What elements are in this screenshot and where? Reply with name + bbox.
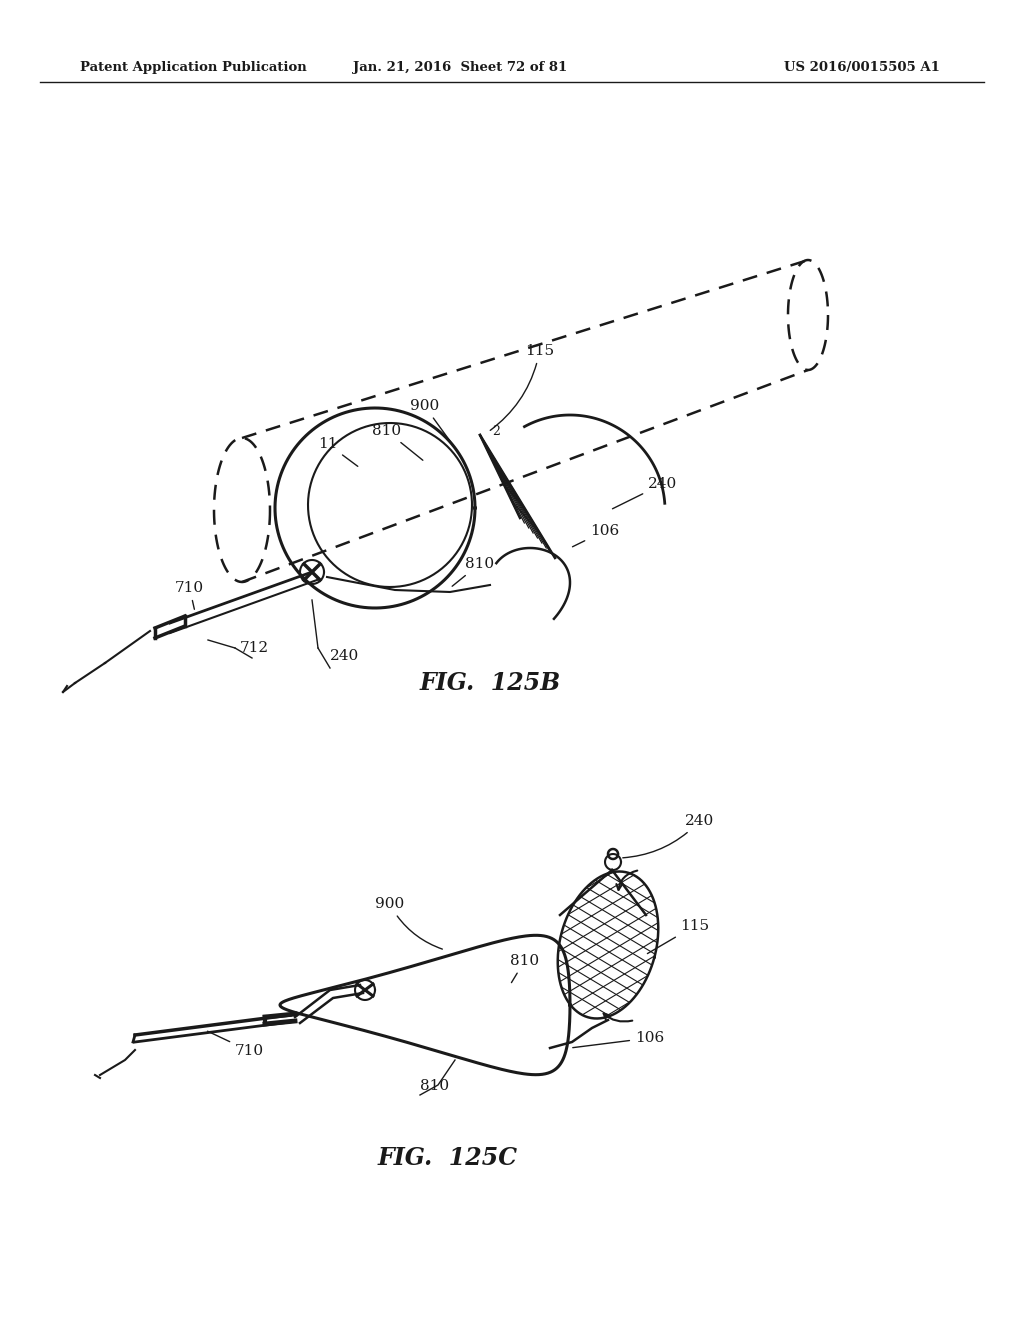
Text: 710: 710 <box>175 581 204 610</box>
Text: Patent Application Publication: Patent Application Publication <box>80 62 307 74</box>
Text: 106: 106 <box>572 524 620 546</box>
Text: 900: 900 <box>410 399 454 446</box>
Text: FIG.  125B: FIG. 125B <box>420 671 561 696</box>
Text: 240: 240 <box>612 477 677 508</box>
Text: 115: 115 <box>490 345 554 430</box>
Text: 710: 710 <box>208 1031 264 1059</box>
Text: Jan. 21, 2016  Sheet 72 of 81: Jan. 21, 2016 Sheet 72 of 81 <box>353 62 567 74</box>
Text: 810: 810 <box>420 1078 450 1093</box>
Text: 240: 240 <box>330 649 359 663</box>
Text: 115: 115 <box>647 919 710 953</box>
Text: 11: 11 <box>318 437 357 466</box>
Text: 810: 810 <box>510 954 539 982</box>
Text: US 2016/0015505 A1: US 2016/0015505 A1 <box>784 62 940 74</box>
Text: 712: 712 <box>240 642 269 655</box>
Text: 106: 106 <box>572 1031 665 1048</box>
Text: FIG.  125C: FIG. 125C <box>378 1146 518 1170</box>
Text: 900: 900 <box>375 898 442 949</box>
Text: 810: 810 <box>372 424 423 461</box>
Text: 810: 810 <box>453 557 495 586</box>
Text: 2: 2 <box>492 425 500 438</box>
Text: 240: 240 <box>623 814 715 858</box>
